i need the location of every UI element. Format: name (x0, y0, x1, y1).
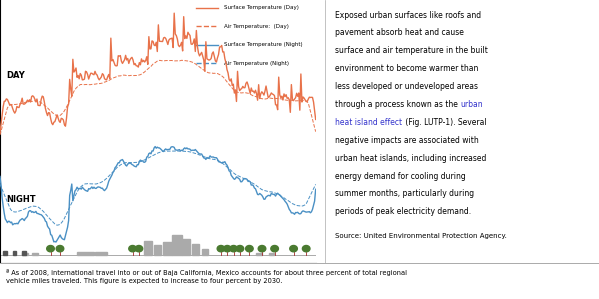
Circle shape (135, 245, 143, 252)
Circle shape (246, 245, 253, 252)
Bar (32, 253, 38, 255)
Bar (202, 249, 208, 255)
Bar (182, 239, 190, 255)
Bar (144, 241, 152, 255)
Text: Exposed urban surfaces like roofs and: Exposed urban surfaces like roofs and (335, 10, 482, 19)
Bar (95, 252, 107, 255)
Text: pavement absorb heat and cause: pavement absorb heat and cause (335, 28, 464, 37)
Bar (155, 245, 161, 255)
Bar (22, 253, 28, 255)
Circle shape (236, 245, 244, 252)
Text: Air Temperature (Night): Air Temperature (Night) (224, 61, 289, 66)
Bar (77, 252, 94, 255)
Text: DAY: DAY (7, 71, 25, 80)
Circle shape (302, 245, 310, 252)
Text: urban heat islands, including increased: urban heat islands, including increased (335, 154, 487, 163)
Bar (163, 242, 172, 255)
Text: heat island effect: heat island effect (335, 118, 403, 127)
Bar (22, 251, 26, 255)
Bar (268, 253, 274, 255)
Circle shape (290, 245, 297, 252)
Text: ª As of 2008, international travel into or out of Baja California, Mexico accoun: ª As of 2008, international travel into … (6, 269, 407, 283)
Bar (3, 251, 7, 255)
Bar (192, 244, 199, 255)
Circle shape (47, 245, 55, 252)
Circle shape (223, 245, 231, 252)
Bar (172, 235, 181, 255)
Text: surface and air temperature in the built: surface and air temperature in the built (335, 46, 488, 55)
Text: energy demand for cooling during: energy demand for cooling during (335, 172, 466, 181)
Text: negative impacts are associated with: negative impacts are associated with (335, 136, 479, 145)
Text: (Fig. LUTP-1). Several: (Fig. LUTP-1). Several (403, 118, 486, 127)
Text: periods of peak electricity demand.: periods of peak electricity demand. (335, 207, 471, 216)
Bar (13, 251, 16, 255)
Text: Surface Temperature (Night): Surface Temperature (Night) (224, 42, 302, 47)
Text: NIGHT: NIGHT (7, 196, 36, 205)
Text: through a process known as the: through a process known as the (335, 100, 461, 109)
Text: urban: urban (461, 100, 483, 109)
Text: summer months, particularly during: summer months, particularly during (335, 190, 474, 199)
Circle shape (271, 245, 279, 252)
Text: Source: United Environmental Protection Agency.: Source: United Environmental Protection … (335, 233, 507, 239)
Circle shape (258, 245, 266, 252)
Circle shape (217, 245, 225, 252)
Text: Air Temperature:  (Day): Air Temperature: (Day) (224, 24, 289, 29)
Text: less developed or undeveloped areas: less developed or undeveloped areas (335, 82, 479, 91)
Text: environment to become warmer than: environment to become warmer than (335, 64, 479, 73)
Circle shape (129, 245, 137, 252)
Text: Surface Temperature (Day): Surface Temperature (Day) (224, 5, 299, 10)
Bar (256, 253, 262, 255)
Circle shape (56, 245, 63, 252)
Circle shape (230, 245, 237, 252)
